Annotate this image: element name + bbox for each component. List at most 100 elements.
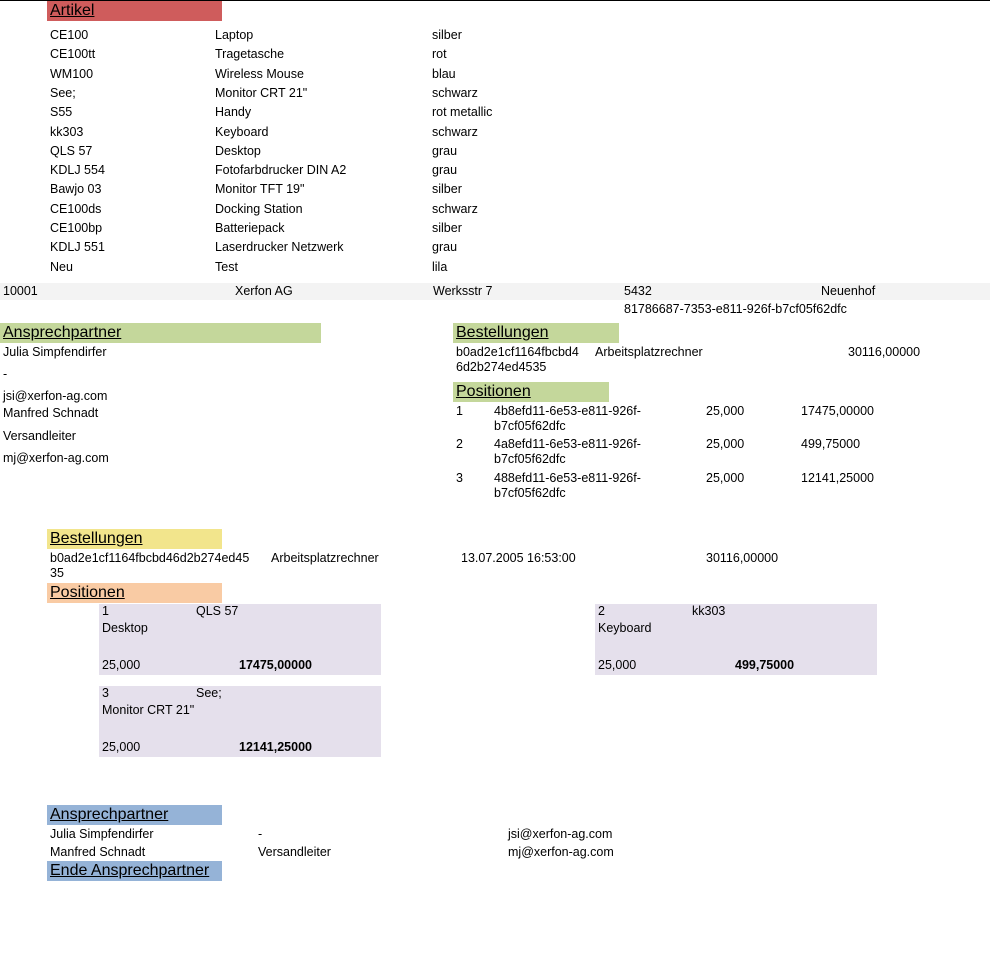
positionen-main-header: Positionen xyxy=(47,583,222,603)
position-guid-line1: 4a8efd11-6e53-e811-926f- xyxy=(494,437,641,451)
contact-email: mj@xerfon-ag.com xyxy=(508,845,614,859)
position-guid-line2: b7cf05f62dfc xyxy=(494,419,566,433)
artikel-color: schwarz xyxy=(432,124,478,139)
artikel-color: rot xyxy=(432,47,447,62)
card-code: See; xyxy=(196,686,222,700)
artikel-color: schwarz xyxy=(432,201,478,216)
artikel-color: silber xyxy=(432,28,462,42)
positionen-right-header: Positionen xyxy=(453,382,609,402)
artikel-header: Artikel xyxy=(47,1,222,21)
main-order-id-line2: 35 xyxy=(50,566,64,580)
position-guid-line1: 4b8efd11-6e53-e811-926f- xyxy=(494,404,641,418)
contact-2-name: Manfred Schnadt xyxy=(3,406,99,420)
table-row: KDLJ 551 Laserdrucker Netzwerk grau xyxy=(0,239,600,258)
card-amount: 17475,00000 xyxy=(239,658,312,672)
position-number: 2 xyxy=(456,437,463,451)
ansprechpartner-end-footer: Ende Ansprechpartner xyxy=(47,861,222,881)
contact-2-role: Versandleiter xyxy=(3,429,76,443)
contact-1-role: - xyxy=(3,367,8,381)
position-number: 1 xyxy=(456,404,463,418)
card-name: Keyboard xyxy=(598,621,652,635)
position-quantity: 25,000 xyxy=(706,471,745,485)
customer-number: 10001 xyxy=(3,284,38,298)
card-amount: 499,75000 xyxy=(735,658,795,672)
artikel-color: silber xyxy=(432,182,462,197)
artikel-id: WM100 xyxy=(50,66,94,81)
card-quantity: 25,000 xyxy=(102,658,141,672)
artikel-name: Monitor TFT 19" xyxy=(215,182,305,197)
artikel-id: Bawjo 03 xyxy=(50,182,102,197)
position-amount: 17475,00000 xyxy=(801,404,874,418)
customer-row xyxy=(0,283,990,300)
position-guid-line1: 488efd11-6e53-e811-926f- xyxy=(494,471,641,485)
artikel-color: rot metallic xyxy=(432,105,493,120)
contact-1-name: Julia Simpfendirfer xyxy=(3,345,107,359)
position-card: 3 See; Monitor CRT 21" 25,000 12141,25000 xyxy=(99,686,381,757)
position-quantity: 25,000 xyxy=(706,404,745,418)
table-row: WM100 Wireless Mouse blau xyxy=(0,66,600,85)
table-row: CE100 Laptop silber xyxy=(0,27,600,46)
card-amount: 12141,25000 xyxy=(239,740,312,754)
bestellungen-right-header: Bestellungen xyxy=(453,323,619,343)
artikel-name: Laserdrucker Netzwerk xyxy=(215,240,344,255)
contact-email: jsi@xerfon-ag.com xyxy=(508,827,613,841)
artikel-name: Test xyxy=(215,259,238,274)
card-quantity: 25,000 xyxy=(598,658,637,672)
artikel-color: grau xyxy=(432,163,458,178)
card-code: QLS 57 xyxy=(196,604,239,618)
contact-1-email: jsi@xerfon-ag.com xyxy=(3,389,108,403)
artikel-color: schwarz xyxy=(432,85,478,100)
artikel-id: CE100 xyxy=(50,28,89,42)
artikel-id: kk303 xyxy=(50,124,84,139)
table-row: S55 Handy rot metallic xyxy=(0,104,600,123)
main-order-description: Arbeitsplatzrechner xyxy=(271,551,379,565)
artikel-id: QLS 57 xyxy=(50,143,93,158)
position-guid-line2: b7cf05f62dfc xyxy=(494,486,566,500)
card-number: 3 xyxy=(102,686,109,700)
artikel-name: Monitor CRT 21" xyxy=(215,85,308,100)
artikel-id: Neu xyxy=(50,259,73,274)
customer-name: Xerfon AG xyxy=(235,284,293,298)
table-row: See; Monitor CRT 21" schwarz xyxy=(0,85,600,104)
artikel-id: CE100ds xyxy=(50,201,102,216)
artikel-color: grau xyxy=(432,240,458,255)
order-id-line1: b0ad2e1cf1164fbcbd4 xyxy=(456,345,579,359)
artikel-id: See; xyxy=(50,85,76,100)
card-code: kk303 xyxy=(692,604,726,618)
position-amount: 12141,25000 xyxy=(801,471,874,485)
table-row: Neu Test lila xyxy=(0,259,600,278)
artikel-name: Fotofarbdrucker DIN A2 xyxy=(215,163,347,178)
table-row: KDLJ 554 Fotofarbdrucker DIN A2 grau xyxy=(0,162,600,181)
main-order-id-line1: b0ad2e1cf1164fbcbd46d2b274ed45 xyxy=(50,551,250,565)
artikel-id: S55 xyxy=(50,105,73,120)
artikel-name: Keyboard xyxy=(215,124,269,139)
contact-name: Manfred Schnadt xyxy=(50,845,146,859)
contact-2-email: mj@xerfon-ag.com xyxy=(3,451,109,465)
main-order-date: 13.07.2005 16:53:00 xyxy=(461,551,576,565)
table-row: CE100tt Tragetasche rot xyxy=(0,46,600,65)
position-card: 1 QLS 57 Desktop 25,000 17475,00000 xyxy=(99,604,381,675)
artikel-id: CE100bp xyxy=(50,221,103,235)
artikel-name: Docking Station xyxy=(215,201,303,216)
position-number: 3 xyxy=(456,471,463,485)
order-total: 30116,00000 xyxy=(848,345,921,359)
table-row: kk303 Keyboard schwarz xyxy=(0,124,600,143)
main-order-total: 30116,00000 xyxy=(706,551,779,565)
position-amount: 499,75000 xyxy=(801,437,861,451)
artikel-name: Laptop xyxy=(215,28,254,42)
artikel-color: grau xyxy=(432,143,458,158)
artikel-color: silber xyxy=(432,221,462,235)
contact-role: Versandleiter xyxy=(258,845,331,859)
customer-street: Werksstr 7 xyxy=(433,284,493,298)
order-description: Arbeitsplatzrechner xyxy=(595,345,703,359)
artikel-id: CE100tt xyxy=(50,47,96,62)
contact-name: Julia Simpfendirfer xyxy=(50,827,154,841)
artikel-color: blau xyxy=(432,66,456,81)
artikel-color: lila xyxy=(432,259,448,274)
position-card: 2 kk303 Keyboard 25,000 499,75000 xyxy=(595,604,877,675)
position-guid-line2: b7cf05f62dfc xyxy=(494,452,566,466)
table-row: CE100ds Docking Station schwarz xyxy=(0,201,600,220)
artikel-name: Tragetasche xyxy=(215,47,285,62)
customer-guid: 81786687-7353-e811-926f-b7cf05f62dfc xyxy=(624,302,847,316)
table-row: CE100bp Batteriepack silber xyxy=(0,220,600,239)
